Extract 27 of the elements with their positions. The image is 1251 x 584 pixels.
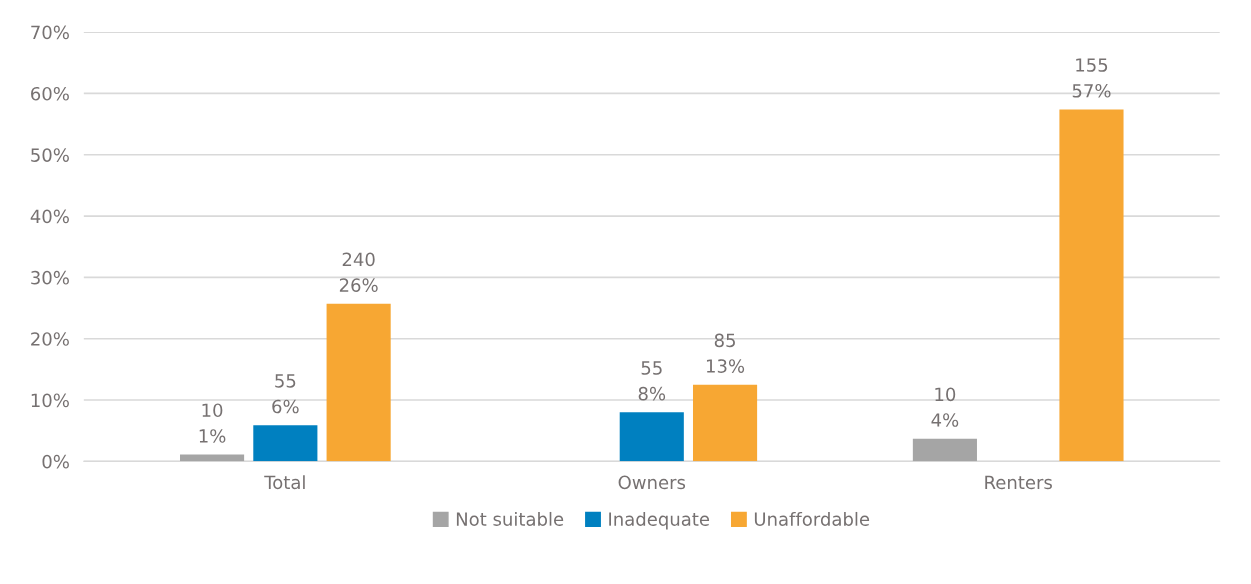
- y-tick-label: 30%: [31, 270, 69, 285]
- y-tick-label: 0%: [42, 454, 69, 469]
- y-tick-label: 10%: [31, 393, 69, 408]
- data-label: 155 57%: [1072, 58, 1111, 98]
- data-label: 10 1%: [199, 403, 226, 443]
- legend-label: Inadequate: [609, 511, 710, 530]
- y-tick-label: 70%: [31, 25, 69, 40]
- data-label: 55 6%: [272, 374, 299, 414]
- legend-label: Unaffordable: [754, 511, 870, 526]
- y-tick-label: 20%: [31, 332, 69, 346]
- x-tick-label: Owners: [618, 475, 686, 490]
- y-tick-label: 60%: [31, 86, 69, 101]
- bar: [326, 303, 391, 462]
- data-label: 240 26%: [339, 252, 378, 292]
- bar: [1059, 109, 1124, 462]
- legend-label: Not suitable: [456, 511, 564, 526]
- data-label: 10 4%: [931, 387, 959, 427]
- bar: [912, 438, 977, 462]
- y-tick-label: 50%: [31, 148, 69, 162]
- x-tick-label: Total: [264, 475, 305, 490]
- data-label: 85 13%: [706, 333, 745, 373]
- data-label: 55 8%: [638, 361, 666, 401]
- bar: [619, 412, 684, 462]
- bar: [253, 425, 318, 462]
- x-tick-label: Renters: [985, 475, 1052, 490]
- y-tick-label: 40%: [30, 209, 69, 224]
- bar: [692, 384, 758, 462]
